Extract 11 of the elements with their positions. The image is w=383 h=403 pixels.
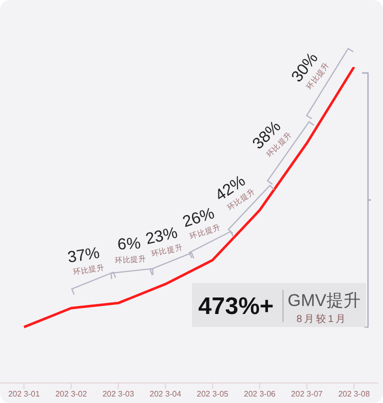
x-tick-label: 202 3-04 [150,390,182,399]
x-tick-label: 202 3-08 [338,390,370,399]
x-tick-label: 202 3-01 [8,390,40,399]
annotation: 473%+ [198,293,274,320]
annotation: GMV提升 [288,291,360,310]
x-tick-label: 202 3-06 [244,390,276,399]
x-tick-label: 202 3-03 [102,390,135,399]
x-tick-label: 202 3-07 [291,390,324,399]
x-tick-label: 202 3-02 [55,390,88,399]
x-tick-label: 202 3-05 [196,390,229,399]
annotation: 8月较1月 [296,313,348,325]
